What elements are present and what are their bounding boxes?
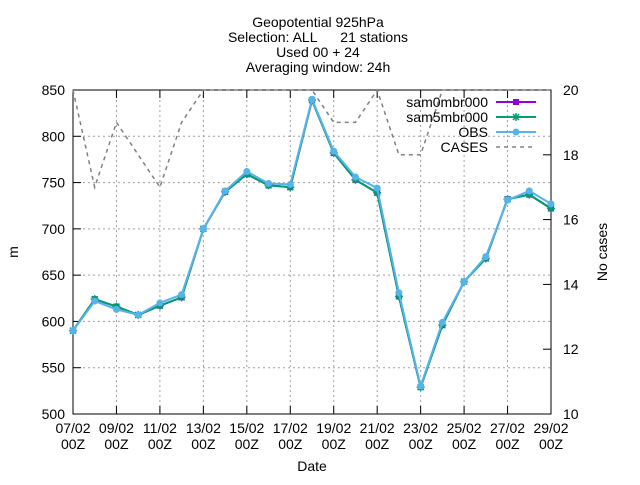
y2-tick-label: 20 <box>563 82 579 98</box>
data-point <box>482 253 490 261</box>
data-point <box>199 225 207 233</box>
y-tick-label: 600 <box>42 313 66 329</box>
y-tick-label: 800 <box>42 128 66 144</box>
data-point <box>243 167 251 175</box>
data-point <box>395 289 403 297</box>
x-tick-label-date: 23/02 <box>403 420 438 436</box>
y2-tick-label: 10 <box>563 406 579 422</box>
legend-label: OBS <box>458 124 488 140</box>
x-tick-label-date: 09/02 <box>99 420 134 436</box>
series <box>69 88 555 392</box>
title-line-4: Averaging window: 24h <box>246 59 391 75</box>
x-tick-label-time: 00Z <box>148 436 173 452</box>
title-line-2: Selection: ALL 21 stations <box>228 29 408 45</box>
x-tick-label-date: 27/02 <box>490 420 525 436</box>
series-cases <box>72 88 551 190</box>
data-point <box>330 147 338 155</box>
data-point <box>308 95 316 103</box>
title-line-3: Used 00 + 24 <box>276 44 360 60</box>
legend-item: sam0mbr000 <box>406 94 536 110</box>
x-tick-label-time: 00Z <box>191 436 216 452</box>
x-tick-label-time: 00Z <box>539 436 564 452</box>
data-point <box>286 180 294 188</box>
x-tick-label-date: 07/02 <box>55 420 90 436</box>
y2-tick-label: 16 <box>563 212 579 228</box>
y-tick-label: 700 <box>42 221 66 237</box>
legend-item: sam5mbr000 <box>406 109 536 125</box>
x-tick-label-date: 29/02 <box>533 420 568 436</box>
y-axis-label: m <box>5 246 21 258</box>
data-point <box>134 311 142 319</box>
x-tick-label-time: 00Z <box>104 436 129 452</box>
data-point <box>460 278 468 286</box>
legend-item: CASES <box>441 139 536 155</box>
y-tick-label: 550 <box>42 360 66 376</box>
data-point <box>438 318 446 326</box>
x-tick-label-date: 11/02 <box>143 420 177 436</box>
x-tick-label-date: 13/02 <box>186 420 221 436</box>
data-point <box>547 200 555 208</box>
y-tick-label: 850 <box>42 82 66 98</box>
x-tick-label-time: 00Z <box>365 436 390 452</box>
data-point <box>112 305 120 313</box>
x-tick-label-date: 25/02 <box>447 420 482 436</box>
data-point <box>417 382 425 390</box>
data-point <box>525 187 533 195</box>
y-tick-label: 500 <box>42 406 66 422</box>
data-point <box>156 299 164 307</box>
x-tick-label-date: 21/02 <box>360 420 395 436</box>
legend-item: OBS <box>458 124 536 140</box>
data-point <box>512 128 520 136</box>
y2-tick-label: 14 <box>563 276 579 292</box>
data-point <box>513 99 519 105</box>
x-tick-label-time: 00Z <box>61 436 86 452</box>
data-point <box>504 196 512 204</box>
data-point <box>91 297 99 305</box>
data-point <box>69 327 77 335</box>
series-line <box>72 88 551 190</box>
title-line-1: Geopotential 925hPa <box>252 14 384 30</box>
y2-tick-label: 12 <box>563 341 579 357</box>
y2-axis-label: No cases <box>594 223 610 281</box>
data-point-stroke <box>512 113 520 121</box>
x-tick-label-date: 15/02 <box>229 420 264 436</box>
series-obs <box>69 95 555 390</box>
data-point <box>221 187 229 195</box>
data-point <box>351 173 359 181</box>
y-tick-label: 750 <box>42 175 66 191</box>
data-point <box>373 184 381 192</box>
x-tick-label-time: 00Z <box>278 436 303 452</box>
legend-label: CASES <box>441 139 488 155</box>
legend-label: sam0mbr000 <box>406 94 488 110</box>
data-point <box>178 291 186 299</box>
x-axis-label: Date <box>297 458 327 474</box>
y-tick-label: 650 <box>42 267 66 283</box>
x-tick-label-time: 00Z <box>409 436 434 452</box>
data-point <box>512 113 520 121</box>
grid <box>73 90 551 414</box>
x-tick-label-time: 00Z <box>322 436 347 452</box>
y2-tick-label: 18 <box>563 147 579 163</box>
x-tick-label-date: 19/02 <box>316 420 351 436</box>
data-point <box>265 179 273 187</box>
chart-title: Geopotential 925hPa Selection: ALL 21 st… <box>228 14 408 75</box>
axes: 500 550 600 650 700 750 800 850 10 12 14 16 18 20 07/0… <box>42 82 579 452</box>
x-tick-label-date: 17/02 <box>273 420 308 436</box>
x-tick-label-time: 00Z <box>452 436 477 452</box>
legend-label: sam5mbr000 <box>406 109 488 125</box>
x-tick-label-time: 00Z <box>495 436 520 452</box>
plot-frame <box>72 89 552 415</box>
x-tick-label-time: 00Z <box>235 436 260 452</box>
